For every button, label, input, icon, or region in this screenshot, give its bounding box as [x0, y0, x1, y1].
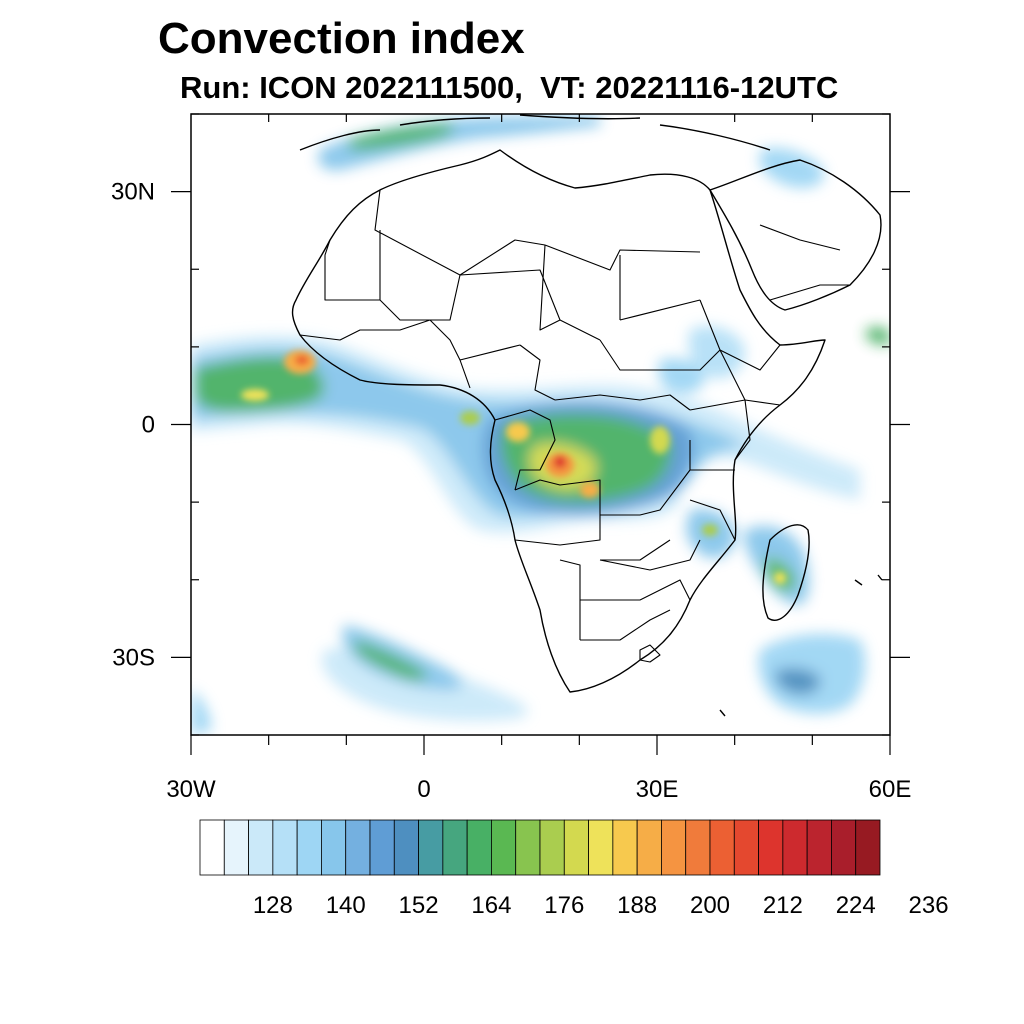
colorbar-label: 224: [836, 892, 876, 919]
colorbar-swatch: [296, 819, 322, 876]
axis-tick-labels: 30W 0 30E 60E 30N 0 30S: [111, 179, 911, 803]
colorbar-swatch: [321, 819, 347, 876]
coastlines: [291, 114, 883, 717]
colorbar-swatch: [223, 819, 249, 876]
colorbar-label: 176: [544, 892, 584, 919]
colorbar-swatch: [831, 819, 857, 876]
x-tick-label: 0: [417, 776, 430, 803]
hotspot-atlantic: [241, 389, 269, 401]
hotspot-rift: [650, 426, 670, 454]
border-namibia-botswana: [559, 559, 691, 640]
border-kenya: [689, 399, 751, 461]
sri-lanka-islands: [719, 574, 883, 717]
south-atlantic-arc-mid: [342, 625, 463, 690]
colorbar-swatch: [636, 819, 662, 876]
colorbar-swatch: [345, 819, 371, 876]
colorbar-swatch: [733, 819, 759, 876]
colorbar-swatch: [709, 819, 735, 876]
colorbar-label: 140: [326, 892, 366, 919]
x-tick-label: 60E: [869, 776, 912, 803]
colorbar-label: 188: [617, 892, 657, 919]
border-angola: [514, 515, 671, 561]
colorbar-swatch: [515, 819, 541, 876]
chart-title: Convection index: [158, 14, 525, 63]
colorbar-swatch: [369, 819, 395, 876]
x-tick-label: 30W: [166, 776, 216, 803]
colorbar-swatch: [248, 819, 274, 876]
colorbar-swatch: [466, 819, 492, 876]
hotspot-congo-3: [580, 482, 600, 498]
colorbar-label: 200: [690, 892, 730, 919]
border-congo: [494, 409, 556, 491]
hotspot-gabon: [460, 411, 480, 425]
sw-corner: [191, 690, 212, 735]
hotspot-congo-2: [506, 422, 530, 442]
border-egypt-sudan: [619, 255, 701, 321]
mediterranean: [318, 116, 600, 171]
colorbar-label: 152: [399, 892, 439, 919]
arabia-cluster: [760, 148, 824, 188]
colorbar-swatch: [855, 819, 881, 876]
colorbar-swatch: [199, 819, 225, 876]
border-libya-egypt: [544, 244, 701, 271]
colorbar-label: 164: [471, 892, 511, 919]
africa-coastline: [291, 149, 826, 693]
south-atlantic-arc-core: [355, 640, 427, 680]
colorbar-swatch: [685, 819, 711, 876]
colorbar-label: 212: [763, 892, 803, 919]
hotspot-tanzania: [702, 524, 718, 536]
colorbar-swatch: [588, 819, 614, 876]
border-chad: [539, 244, 601, 341]
y-tick-label: 30S: [112, 644, 155, 671]
y-tick-label: 0: [142, 412, 155, 439]
axis-ticks: [171, 113, 910, 755]
colorbar-swatch: [272, 819, 298, 876]
colorbar-label: 236: [909, 892, 949, 919]
arabia: [709, 159, 882, 311]
madagascar: [762, 524, 810, 621]
chart-subtitle: Run: ICON 2022111500, VT: 20221116-12UTC: [180, 70, 839, 105]
border-sudan-ss: [599, 339, 721, 371]
hotspot-madagascar: [774, 572, 786, 584]
colorbar: [199, 819, 881, 876]
colorbar-swatch: [491, 819, 517, 876]
border-tanzania: [689, 469, 736, 541]
y-tick-label: 30N: [111, 179, 155, 206]
border-nigeria-cam: [459, 344, 556, 401]
mediterranean-inner: [347, 124, 454, 150]
country-borders: [299, 189, 850, 663]
colorbar-swatch: [442, 819, 468, 876]
border-mauritania: [324, 230, 381, 301]
border-car-drc: [554, 394, 691, 411]
colorbar-swatch: [782, 819, 808, 876]
border-sahel: [299, 319, 521, 361]
colorbar-swatch: [393, 819, 419, 876]
colorbar-labels: 128 140 152 164 176 188 200 212 224 236: [253, 892, 949, 919]
border-south-africa: [580, 609, 671, 641]
border-mali-niger: [379, 269, 561, 321]
convection-field: [191, 116, 890, 735]
colorbar-label: 128: [253, 892, 293, 919]
border-arabia-states: [759, 224, 850, 301]
colorbar-swatch: [661, 819, 687, 876]
arabian-sea-patch: [866, 327, 890, 345]
border-zambia-zim: [599, 539, 701, 571]
hotspot-congo-1-core: [554, 456, 566, 468]
hotspot-guinea-core: [295, 355, 309, 365]
ethiopia-cluster: [658, 358, 705, 394]
horn-cluster: [688, 326, 745, 379]
colorbar-swatch: [758, 819, 784, 876]
colorbar-swatch: [539, 819, 565, 876]
colorbar-swatch: [563, 819, 589, 876]
border-lesotho: [639, 644, 661, 663]
map-area: [191, 114, 890, 735]
x-tick-label: 30E: [636, 776, 679, 803]
colorbar-swatch: [806, 819, 832, 876]
colorbar-swatch: [612, 819, 638, 876]
sw-indian-core: [774, 668, 821, 695]
colorbar-swatch: [418, 819, 444, 876]
europe-coast: [299, 114, 771, 151]
